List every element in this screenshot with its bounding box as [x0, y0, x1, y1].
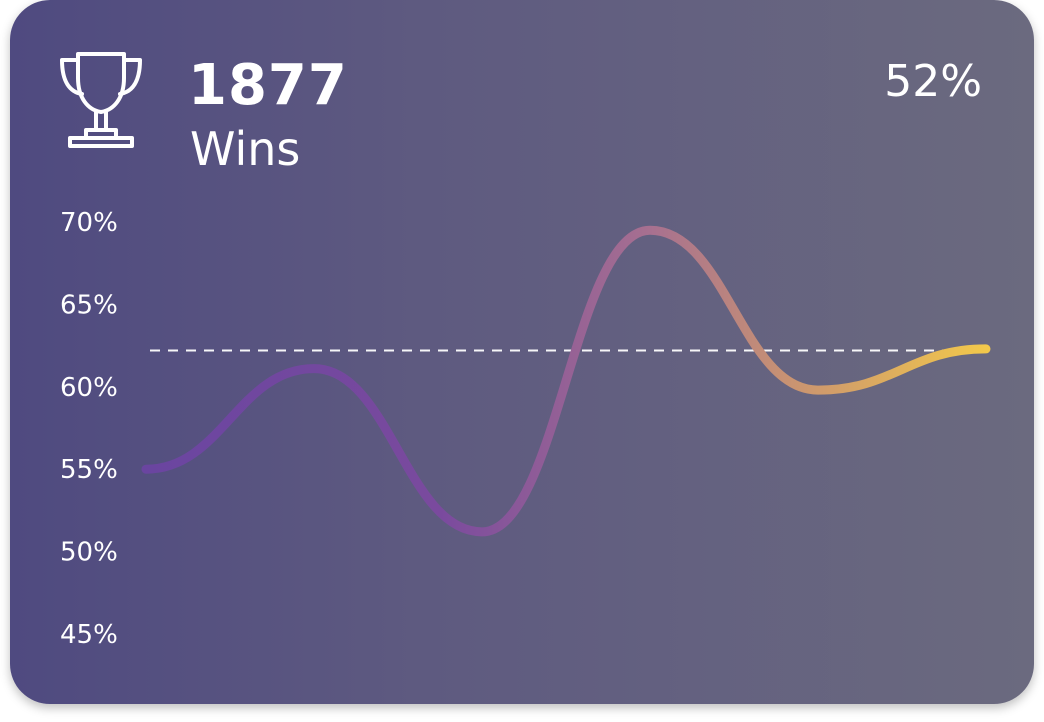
data-point — [478, 528, 486, 536]
wins-card: 1877 Wins 52% 70% 65% 60% 55% 50% 45% — [10, 0, 1034, 704]
series-line — [141, 225, 991, 537]
wins-label: Wins — [190, 122, 301, 176]
win-rate-chart: 70% 65% 60% 55% 50% 45% — [60, 208, 991, 650]
y-tick-label: 50% — [60, 538, 118, 568]
data-point — [142, 465, 150, 473]
data-point — [646, 226, 654, 234]
y-tick-label: 55% — [60, 455, 118, 485]
data-point — [982, 345, 990, 353]
y-tick-label: 65% — [60, 290, 118, 320]
y-tick-label: 70% — [60, 208, 118, 238]
data-point — [814, 386, 822, 394]
y-tick-label: 60% — [60, 373, 118, 403]
win-percentage: 52% — [884, 56, 982, 107]
trophy-icon — [60, 52, 142, 148]
wins-count: 1877 — [188, 53, 348, 118]
data-point — [310, 365, 318, 373]
y-tick-label: 45% — [60, 620, 118, 650]
